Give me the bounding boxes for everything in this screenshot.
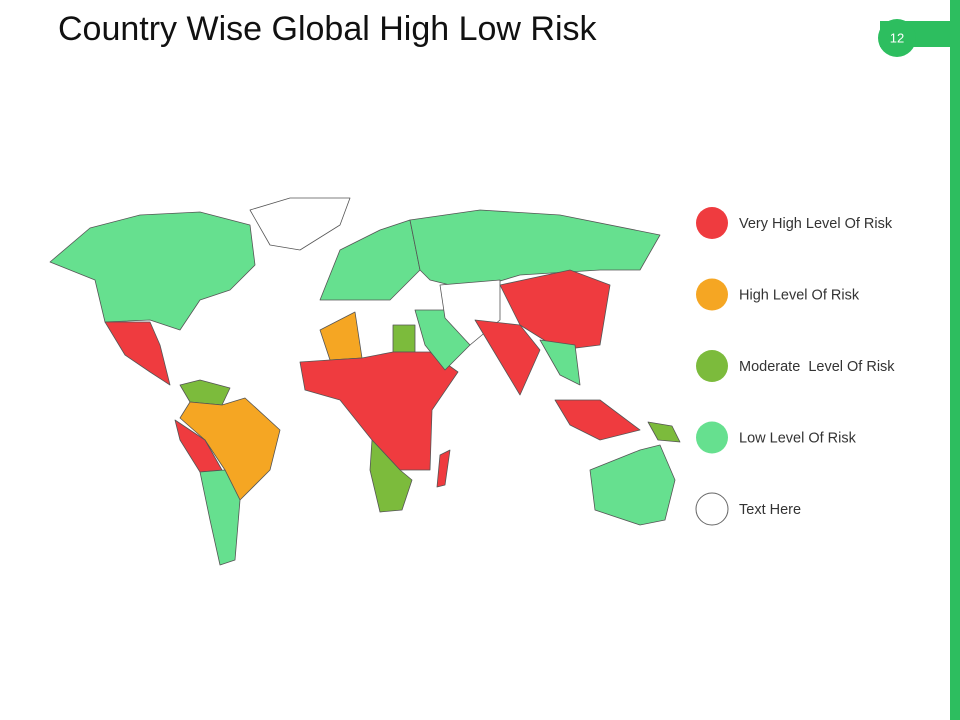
greenland [249, 197, 351, 251]
north-africa [319, 311, 363, 361]
legend-swatch [696, 278, 728, 311]
southeast-asia [539, 339, 581, 386]
russia [409, 209, 661, 291]
middle-east [414, 309, 471, 371]
side-bar [950, 0, 960, 720]
madagascar [436, 449, 451, 488]
legend-swatch [696, 421, 728, 454]
egypt [392, 324, 416, 353]
brazil [179, 397, 281, 501]
page-badge [878, 19, 916, 57]
legend-label: Text Here [739, 502, 801, 518]
legend-label: Low Level Of Risk [739, 430, 857, 446]
legend-swatch [696, 207, 728, 239]
india [474, 319, 541, 396]
north-america [49, 211, 256, 331]
southern-cone [199, 469, 241, 566]
title: Country Wise Global High Low Risk [58, 10, 598, 48]
central-africa [299, 351, 459, 471]
page-number: 12 [890, 30, 904, 45]
legend-swatch [695, 492, 729, 526]
europe [319, 219, 421, 301]
papua [647, 421, 681, 443]
indonesia [554, 399, 641, 441]
legend-label: Moderate Level Of Risk [739, 359, 895, 375]
southern-africa [369, 439, 413, 513]
mexico [104, 321, 171, 386]
legend-label: High Level Of Risk [739, 287, 860, 303]
venezuela [179, 379, 231, 406]
world-map [49, 197, 681, 566]
legend-label: Very High Level Of Risk [739, 216, 893, 232]
australia [589, 444, 676, 526]
legend-swatch [696, 350, 728, 382]
legend: Very High Level Of Risk High Level Of Ris… [695, 207, 895, 526]
